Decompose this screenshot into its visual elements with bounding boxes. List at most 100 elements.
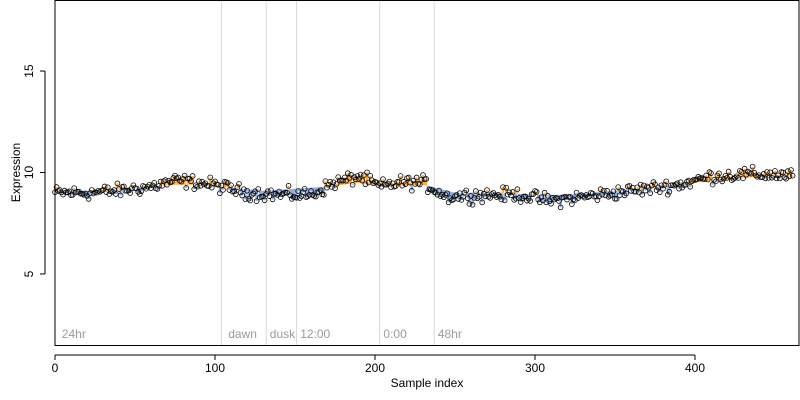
data-point — [789, 172, 796, 179]
data-point — [65, 189, 71, 196]
data-point — [231, 188, 238, 195]
data-point — [165, 177, 172, 184]
data-point — [405, 174, 412, 181]
data-point — [784, 168, 791, 174]
data-point — [623, 190, 629, 197]
data-point — [780, 169, 786, 176]
data-point — [596, 193, 602, 200]
data-point — [137, 191, 143, 197]
data-point — [210, 180, 217, 186]
data-point — [146, 182, 153, 188]
data-point — [658, 182, 665, 189]
data-point — [556, 198, 562, 204]
data-point — [544, 193, 551, 199]
data-point — [217, 190, 223, 197]
data-point — [498, 196, 505, 203]
data-point — [597, 186, 604, 193]
data-point — [656, 189, 663, 195]
data-point — [352, 176, 359, 183]
data-point — [733, 173, 740, 180]
data-point — [408, 187, 415, 194]
data-point — [215, 181, 222, 188]
data-point — [188, 178, 194, 185]
data-point — [300, 189, 306, 196]
data-point — [711, 177, 717, 183]
data-point — [97, 188, 103, 195]
data-point — [234, 184, 241, 191]
data-point — [749, 163, 756, 170]
data-point — [541, 189, 548, 196]
data-point — [663, 178, 669, 185]
data-point — [133, 185, 140, 192]
data-point — [695, 174, 701, 180]
data-point — [676, 185, 682, 192]
data-point — [264, 188, 271, 195]
data-point — [201, 181, 207, 188]
data-point — [538, 194, 545, 200]
data-point — [474, 195, 481, 202]
x-tick-label: 300 — [525, 361, 545, 375]
region-label: 12:00 — [300, 327, 330, 341]
data-point — [90, 190, 97, 197]
data-point — [183, 185, 190, 191]
data-point — [775, 172, 781, 179]
data-point — [452, 193, 458, 199]
data-point — [359, 177, 366, 184]
data-point — [84, 192, 90, 199]
data-point — [247, 197, 254, 204]
data-point — [370, 180, 377, 186]
data-point — [207, 174, 214, 181]
data-point — [189, 173, 196, 179]
data-point — [81, 191, 87, 198]
data-point — [330, 179, 337, 186]
data-point — [501, 197, 508, 204]
data-point — [660, 185, 666, 192]
data-point — [725, 168, 732, 175]
data-point — [212, 178, 218, 185]
data-point — [236, 181, 242, 187]
data-point — [354, 173, 361, 179]
region-labels: 24hr dawn dusk 12:00 0:00 48hr — [62, 327, 462, 341]
region-label: 24hr — [62, 327, 86, 341]
data-point — [472, 188, 479, 194]
data-point — [93, 189, 100, 196]
data-point — [444, 190, 450, 197]
data-point — [514, 186, 521, 193]
data-point — [466, 201, 473, 207]
data-point — [759, 174, 765, 181]
data-point — [261, 197, 268, 204]
y-tick-label: 10 — [22, 166, 36, 180]
data-point — [241, 186, 247, 192]
y-tick-label: 5 — [22, 270, 36, 277]
data-point — [612, 195, 618, 202]
data-point — [548, 200, 554, 207]
data-point — [410, 177, 417, 184]
data-point — [677, 179, 684, 185]
data-point — [320, 192, 327, 198]
data-point — [416, 181, 423, 188]
data-point — [477, 189, 484, 196]
data-point — [615, 184, 621, 190]
data-point — [335, 174, 342, 180]
data-point — [648, 182, 655, 189]
data-point — [540, 197, 546, 204]
data-point — [375, 182, 382, 188]
data-point — [237, 189, 244, 196]
data-point — [704, 176, 711, 183]
y-axis-label: Expression — [9, 143, 23, 202]
data-point — [512, 195, 519, 202]
data-point — [249, 192, 255, 198]
data-point — [527, 198, 533, 204]
plot-frame — [54, 0, 800, 346]
data-point — [117, 192, 124, 199]
data-point — [557, 204, 564, 211]
data-point — [698, 174, 705, 181]
data-point — [383, 181, 390, 188]
data-point — [637, 181, 644, 188]
data-point — [517, 199, 524, 205]
data-point — [228, 182, 234, 188]
data-point — [105, 184, 111, 191]
data-point — [604, 188, 610, 194]
data-point — [701, 176, 708, 182]
